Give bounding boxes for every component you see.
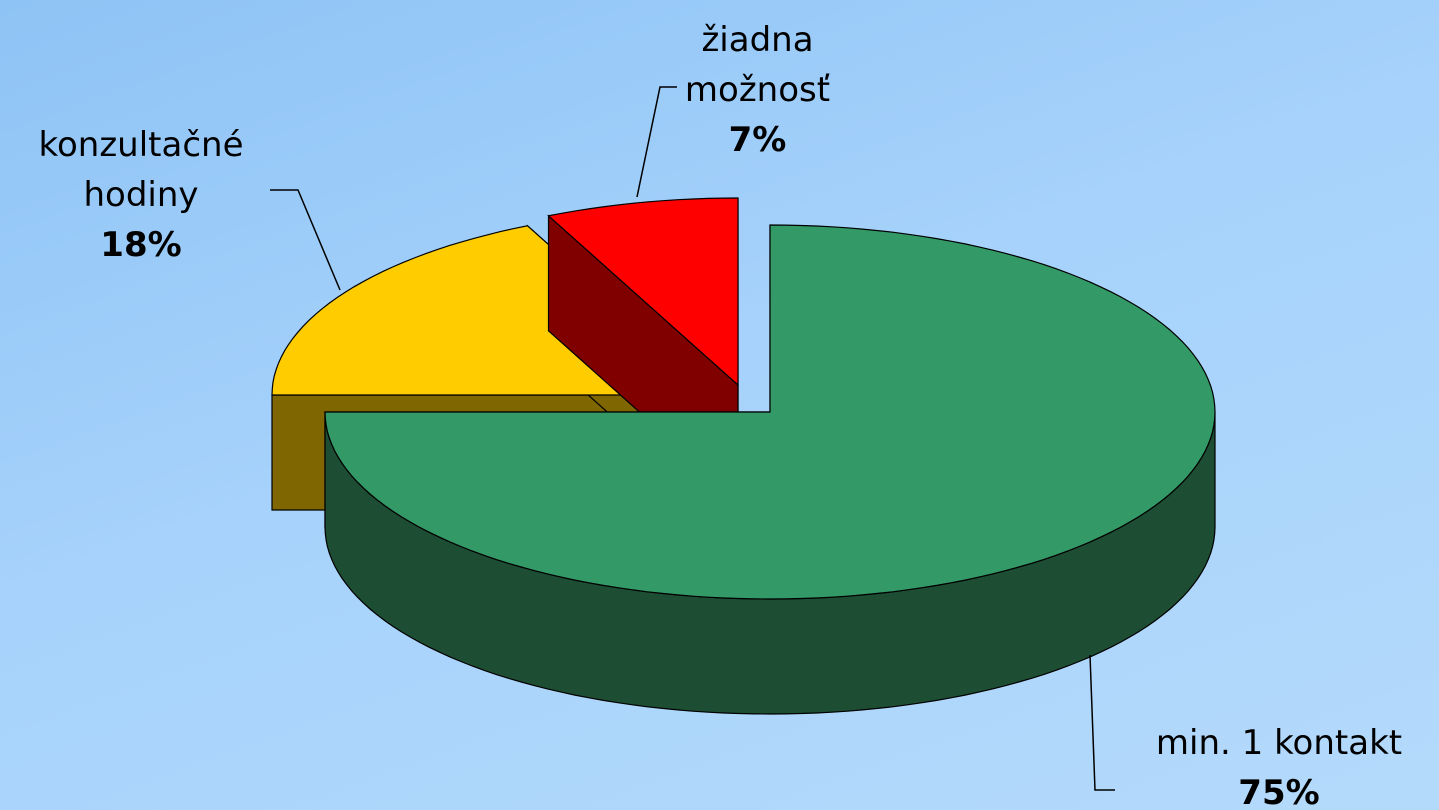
category-label: žiadna možnosť (684, 20, 831, 110)
leader-line (636, 86, 677, 198)
slice-label: min. 1 kontakt 75% (1120, 718, 1438, 810)
value-label: 18% (100, 225, 182, 265)
value-label: 7% (728, 120, 787, 160)
slice-label: konzultačné hodiny 18% (10, 120, 272, 270)
leader-line (270, 189, 341, 291)
slice (324, 224, 1216, 600)
leader-line (1089, 654, 1115, 791)
slice (547, 197, 739, 387)
category-label: konzultačné hodiny (38, 125, 244, 215)
pie (271, 197, 1216, 715)
value-label: 75% (1238, 773, 1320, 810)
category-label: min. 1 kontakt (1155, 723, 1403, 763)
slice-label: žiadna možnosť 7% (660, 15, 855, 165)
